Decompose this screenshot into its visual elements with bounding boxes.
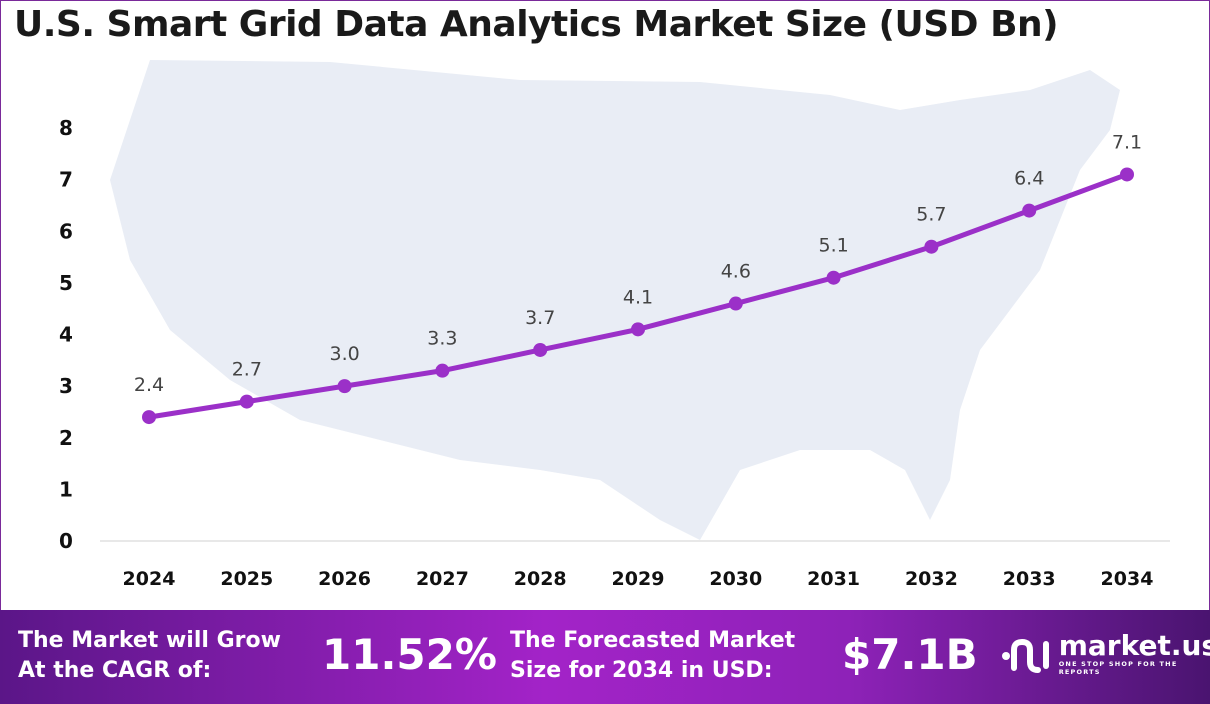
- y-tick-label: 0: [59, 529, 73, 553]
- data-label: 4.1: [623, 286, 653, 308]
- data-label: 3.3: [427, 328, 457, 350]
- x-tick-label: 2029: [612, 568, 665, 590]
- data-point: [826, 270, 841, 285]
- data-label: 7.1: [1112, 131, 1142, 153]
- data-point: [435, 363, 450, 378]
- data-point: [1022, 203, 1037, 218]
- forecast-label-line1: The Forecasted Market: [510, 628, 796, 653]
- data-point: [924, 239, 939, 254]
- data-point: [337, 379, 352, 394]
- data-label: 6.4: [1014, 168, 1044, 190]
- logo-name: market.us: [1058, 629, 1210, 662]
- data-point: [1120, 167, 1134, 182]
- data-label: 3.7: [525, 307, 555, 329]
- y-tick-label: 5: [59, 271, 73, 295]
- forecast-label-line2: Size for 2034 in USD:: [510, 658, 773, 683]
- data-label: 2.7: [232, 359, 262, 381]
- y-tick-label: 7: [59, 168, 73, 192]
- marketus-logo: market.us ONE STOP SHOP FOR THE REPORTS: [1000, 632, 1210, 676]
- data-point: [533, 342, 548, 357]
- data-point: [728, 296, 743, 311]
- data-label: 5.1: [818, 235, 848, 257]
- line-chart: 0 1 2 3 4 5 6 7 8 2024 2025 2026 2027 2028 2029 2030 20…: [59, 60, 1170, 590]
- x-tick-label: 2024: [123, 568, 176, 590]
- data-label: 4.6: [721, 261, 751, 283]
- x-tick-label: 2025: [220, 568, 273, 590]
- forecast-value: $7.1B: [842, 630, 978, 679]
- us-map-silhouette: [110, 60, 1120, 540]
- x-tick-label: 2033: [1003, 568, 1056, 590]
- y-tick-label: 8: [59, 116, 73, 140]
- x-tick-label: 2030: [709, 568, 762, 590]
- summary-banner: The Market will Grow At the CAGR of: 11.…: [0, 610, 1210, 704]
- x-tick-label: 2027: [416, 568, 469, 590]
- data-point: [631, 322, 645, 337]
- x-tick-label: 2026: [318, 568, 371, 590]
- cagr-value: 11.52%: [322, 630, 497, 679]
- cagr-label-line1: The Market will Grow: [18, 628, 281, 653]
- x-tick-label: 2028: [514, 568, 567, 590]
- x-tick-label: 2034: [1101, 568, 1154, 590]
- data-label: 3.0: [329, 343, 359, 365]
- y-tick-label: 3: [59, 374, 73, 398]
- data-point: [142, 410, 156, 425]
- logo-mark-icon: [1002, 638, 1049, 673]
- x-tick-label: 2032: [905, 568, 958, 590]
- y-tick-label: 2: [59, 426, 73, 450]
- data-label: 2.4: [134, 374, 164, 396]
- logo-tagline: ONE STOP SHOP FOR THE REPORTS: [1058, 660, 1178, 676]
- y-tick-label: 1: [59, 477, 73, 501]
- chart-title: U.S. Smart Grid Data Analytics Market Si…: [14, 4, 1059, 45]
- x-tick-label: 2031: [807, 568, 860, 590]
- data-point: [239, 394, 254, 409]
- y-tick-label: 4: [59, 323, 73, 347]
- y-tick-label: 6: [59, 219, 73, 243]
- cagr-label-line2: At the CAGR of:: [18, 658, 212, 683]
- data-label: 5.7: [916, 204, 946, 226]
